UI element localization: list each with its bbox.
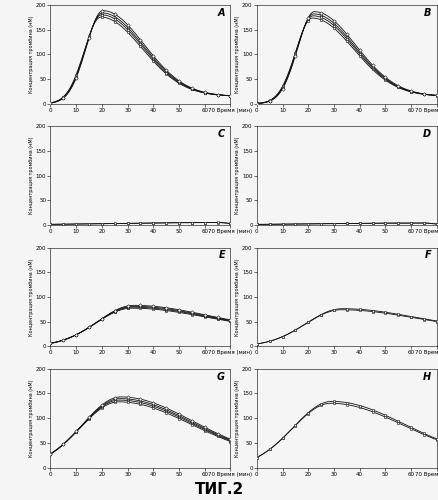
Text: F: F — [424, 250, 431, 260]
Y-axis label: Концентрация тромбина (нМ): Концентрация тромбина (нМ) — [28, 16, 34, 93]
Text: C: C — [217, 129, 225, 139]
Y-axis label: Концентрация тромбина (нМ): Концентрация тромбина (нМ) — [234, 380, 240, 457]
Y-axis label: Концентрация тромбина (нМ): Концентрация тромбина (нМ) — [234, 137, 240, 214]
Text: B: B — [423, 8, 431, 18]
Text: E: E — [218, 250, 225, 260]
Text: ΤИГ.2: ΤИГ.2 — [194, 482, 244, 498]
Y-axis label: Концентрация тромбина (нМ): Концентрация тромбина (нМ) — [28, 258, 34, 336]
Y-axis label: Концентрация тромбина (нМ): Концентрация тромбина (нМ) — [234, 16, 240, 93]
Text: H: H — [422, 372, 431, 382]
Y-axis label: Концентрация тромбина (нМ): Концентрация тромбина (нМ) — [28, 380, 34, 457]
Text: G: G — [216, 372, 225, 382]
Text: D: D — [422, 129, 431, 139]
Y-axis label: Концентрация тромбина (нМ): Концентрация тромбина (нМ) — [234, 258, 240, 336]
Y-axis label: Концентрация тромбина (нМ): Концентрация тромбина (нМ) — [28, 137, 34, 214]
Text: A: A — [217, 8, 225, 18]
